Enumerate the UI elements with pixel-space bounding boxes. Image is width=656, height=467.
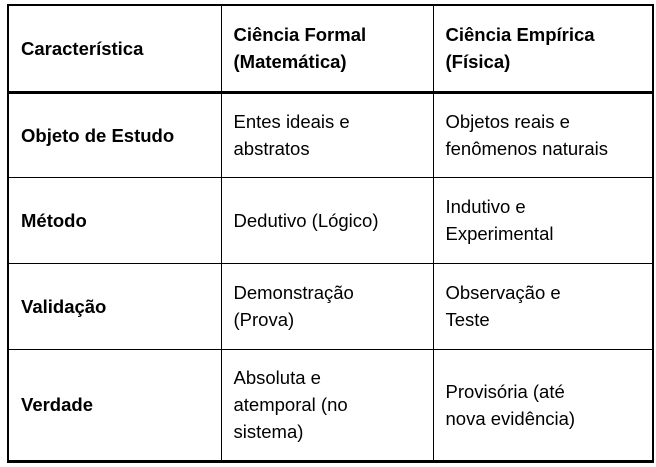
header-cell-ciencia-formal: Ciência Formal (Matemática)	[220, 4, 434, 94]
formal-science-cell: Demonstração (Prova)	[220, 262, 434, 350]
header-cell-ciencia-empirica: Ciência Empírica (Física)	[432, 4, 654, 94]
formal-science-cell: Dedutivo (Lógico)	[220, 176, 434, 264]
empirical-science-cell: Observação e Teste	[432, 262, 654, 350]
empirical-science-cell: Indutivo e Experimental	[432, 176, 654, 264]
row-label-cell: Método	[7, 176, 222, 264]
empirical-science-cell: Objetos reais e fenômenos naturais	[432, 91, 654, 178]
table-row: Objeto de Estudo Entes ideais e abstrato…	[7, 91, 654, 178]
formal-science-cell: Entes ideais e abstratos	[220, 91, 434, 178]
row-label-cell: Validação	[7, 262, 222, 350]
header-row: Característica Ciência Formal (Matemátic…	[7, 4, 654, 94]
table-row: Validação Demonstração (Prova) Observaçã…	[7, 262, 654, 350]
comparison-table: Característica Ciência Formal (Matemátic…	[7, 4, 654, 463]
header-cell-caracteristica: Característica	[7, 4, 222, 94]
table-row: Verdade Absoluta e atemporal (no sistema…	[7, 348, 654, 463]
table-row: Método Dedutivo (Lógico) Indutivo e Expe…	[7, 176, 654, 264]
row-label-cell: Verdade	[7, 348, 222, 463]
row-label-cell: Objeto de Estudo	[7, 91, 222, 178]
formal-science-cell: Absoluta e atemporal (no sistema)	[220, 348, 434, 463]
empirical-science-cell: Provisória (até nova evidência)	[432, 348, 654, 463]
